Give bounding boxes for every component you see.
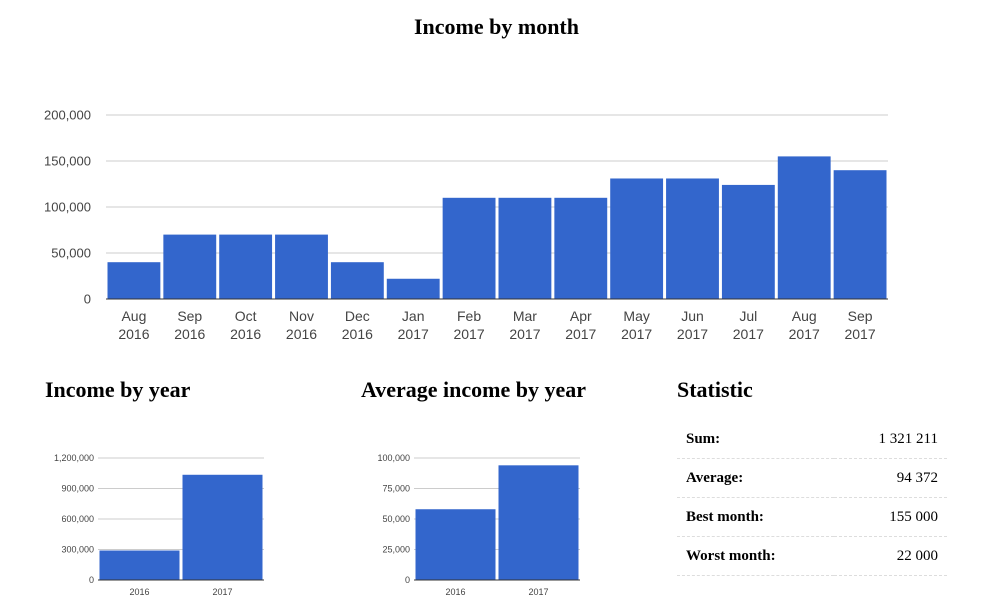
bar	[833, 170, 887, 299]
statistic-row-worst-month: Worst month: 22 000	[677, 536, 947, 576]
y-tick-label: 0	[405, 575, 410, 585]
bar	[666, 178, 719, 299]
x-tick-label: 2016	[129, 587, 149, 597]
bar	[275, 234, 328, 299]
bar	[219, 234, 273, 299]
x-tick-label: 2017	[212, 587, 232, 597]
x-tick-label: Aug	[121, 308, 146, 324]
statistic-value: 1 321 211	[833, 420, 947, 459]
x-tick-label: Mar	[513, 308, 537, 324]
x-tick-label: 2016	[118, 326, 149, 342]
x-tick-label: 2017	[453, 326, 484, 342]
bar	[442, 197, 496, 299]
y-tick-label: 200,000	[44, 108, 91, 123]
y-tick-label: 300,000	[61, 545, 94, 555]
statistic-value: 22 000	[833, 536, 947, 576]
bar	[330, 262, 384, 299]
x-tick-label: Oct	[235, 308, 257, 324]
y-tick-label: 50,000	[51, 246, 91, 261]
y-tick-label: 900,000	[61, 484, 94, 494]
x-tick-label: Jun	[681, 308, 704, 324]
y-tick-label: 100,000	[377, 453, 410, 463]
x-tick-label: 2017	[733, 326, 764, 342]
bar	[99, 550, 180, 580]
x-tick-label: Nov	[289, 308, 314, 324]
bar	[498, 197, 552, 299]
x-tick-label: 2016	[342, 326, 373, 342]
statistic-label: Sum:	[677, 420, 834, 459]
statistic-label: Worst month:	[677, 536, 834, 576]
y-tick-label: 25,000	[382, 545, 410, 555]
x-tick-label: 2016	[445, 587, 465, 597]
bar	[777, 156, 831, 299]
bar	[498, 465, 579, 580]
statistic-label: Best month:	[677, 497, 834, 537]
bar	[182, 474, 263, 580]
statistic-row-sum: Sum: 1 321 211	[677, 420, 947, 459]
bar	[610, 178, 664, 299]
x-tick-label: Apr	[570, 308, 592, 324]
x-tick-label: 2017	[528, 587, 548, 597]
x-tick-label: 2017	[677, 326, 708, 342]
y-tick-label: 600,000	[61, 514, 94, 524]
y-tick-label: 0	[89, 575, 94, 585]
x-tick-label: 2017	[565, 326, 596, 342]
x-tick-label: Jul	[739, 308, 757, 324]
monthly-chart-title: Income by month	[413, 14, 579, 39]
y-tick-label: 0	[84, 292, 91, 307]
bar	[554, 197, 608, 299]
statistic-label: Average:	[677, 458, 834, 498]
y-tick-label: 50,000	[382, 514, 410, 524]
y-tick-label: 150,000	[44, 154, 91, 169]
x-tick-label: Dec	[345, 308, 370, 324]
statistic-row-average: Average: 94 372	[677, 458, 947, 498]
statistic-value: 94 372	[833, 458, 947, 498]
x-tick-label: Sep	[848, 308, 873, 324]
average-chart-title: Average income by year	[361, 377, 587, 402]
bar	[415, 509, 496, 580]
y-tick-label: 1,200,000	[54, 453, 94, 463]
x-tick-label: May	[623, 308, 649, 324]
statistic-title: Statistic	[677, 377, 753, 402]
x-tick-label: 2017	[509, 326, 540, 342]
x-tick-label: 2016	[230, 326, 261, 342]
bar	[107, 262, 161, 299]
statistic-value: 155 000	[833, 497, 947, 537]
x-tick-label: 2017	[621, 326, 652, 342]
x-tick-label: 2016	[286, 326, 317, 342]
x-tick-label: 2017	[844, 326, 875, 342]
x-tick-label: 2016	[174, 326, 205, 342]
bar	[163, 234, 217, 299]
statistic-table: Sum: 1 321 211 Average: 94 372 Best mont…	[677, 420, 947, 576]
x-tick-label: Aug	[792, 308, 817, 324]
bar	[386, 278, 440, 299]
x-tick-label: Jan	[402, 308, 425, 324]
y-tick-label: 75,000	[382, 484, 410, 494]
x-tick-label: Feb	[457, 308, 481, 324]
x-tick-label: Sep	[177, 308, 202, 324]
x-tick-label: 2017	[789, 326, 820, 342]
statistic-row-best-month: Best month: 155 000	[677, 497, 947, 537]
x-tick-label: 2017	[398, 326, 429, 342]
bar	[721, 184, 775, 299]
yearly-chart-title: Income by year	[45, 377, 191, 402]
y-tick-label: 100,000	[44, 200, 91, 215]
